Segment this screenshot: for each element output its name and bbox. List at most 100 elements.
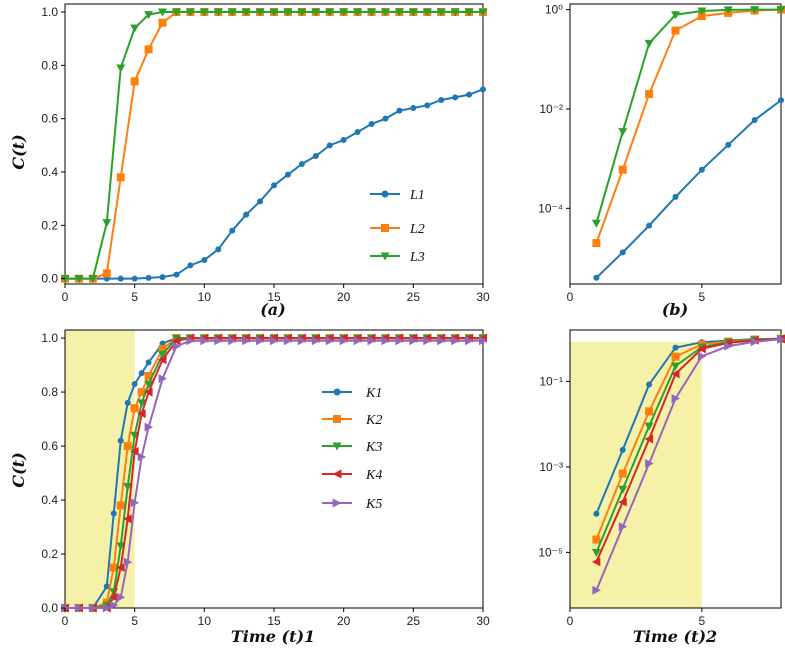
data-point-k5 xyxy=(137,452,147,462)
data-point-k1 xyxy=(145,359,152,366)
series-line-l2 xyxy=(65,11,483,280)
y-tick-label: 0.4 xyxy=(41,493,58,507)
data-point-k2 xyxy=(144,371,153,380)
data-point-k5 xyxy=(479,336,488,346)
data-point-k5 xyxy=(123,557,133,567)
data-point-k4 xyxy=(123,514,132,524)
data-point-l1 xyxy=(698,166,705,173)
x-tick-label: 5 xyxy=(699,290,706,304)
data-point-k1 xyxy=(131,380,138,387)
data-point-k3 xyxy=(137,399,147,408)
data-point-l1 xyxy=(201,257,208,263)
data-point-l3 xyxy=(269,8,279,17)
x-tick-label: 0 xyxy=(62,614,69,628)
panel-d-xlabel: Time (t)2 xyxy=(633,627,717,646)
data-point-l3 xyxy=(776,6,785,15)
data-point-k1 xyxy=(593,510,600,517)
data-point-k5 xyxy=(592,585,601,595)
data-point-k5 xyxy=(697,351,707,361)
data-point-l1 xyxy=(410,105,417,111)
data-point-l3 xyxy=(367,8,377,17)
data-point-k2 xyxy=(130,404,139,413)
data-point-l3 xyxy=(380,8,390,17)
data-point-k2 xyxy=(671,352,680,361)
data-point-l2 xyxy=(158,18,167,27)
data-point-k5 xyxy=(353,336,363,346)
y-tick-label: 0.2 xyxy=(41,218,58,232)
legend-label-k5: K5 xyxy=(365,497,382,512)
data-point-k5 xyxy=(200,336,209,346)
data-point-l3 xyxy=(311,8,321,17)
data-point-k2 xyxy=(618,469,627,478)
legend-label-l2: L2 xyxy=(409,222,425,237)
panel-a-ticks: 0 5 10 15 20 25 30 0.0 0.2 0.4 0.6 0.8 1.0 xyxy=(41,5,490,304)
data-point-l3 xyxy=(697,7,707,16)
y-tick-label: 10⁻⁴ xyxy=(538,201,563,215)
data-point-l2 xyxy=(697,12,706,21)
legend-label-k1: K1 xyxy=(365,386,382,401)
data-point-l3 xyxy=(241,8,251,17)
data-point-k4 xyxy=(591,557,601,567)
data-point-l1 xyxy=(646,222,653,229)
data-point-l1 xyxy=(751,117,758,124)
panel-a-plot-area xyxy=(60,8,488,284)
panel-a: 0 5 10 15 20 25 300.00.20.40.60.81.0 C(t) (a) … xyxy=(9,3,490,319)
data-point-k2 xyxy=(116,501,125,510)
series-line-k5 xyxy=(595,338,782,591)
x-tick-label: 25 xyxy=(407,614,421,628)
data-point-k3 xyxy=(123,483,133,492)
data-point-l3 xyxy=(171,8,181,17)
data-point-k4 xyxy=(158,355,167,365)
data-point-k4 xyxy=(137,409,146,419)
x-tick-label: 5 xyxy=(131,290,138,304)
data-point-k5 xyxy=(777,334,785,344)
data-point-k5 xyxy=(116,592,126,602)
data-point-l3 xyxy=(144,11,154,20)
panel-b-frame xyxy=(569,3,782,285)
legend-marker-l1 xyxy=(381,190,389,198)
panel-c-plot-area xyxy=(60,333,488,613)
series-line-k4 xyxy=(65,337,483,609)
data-point-k4 xyxy=(618,497,627,507)
panel-a-legend: L1 L2 L3 xyxy=(370,188,425,265)
data-point-l1 xyxy=(438,97,445,103)
data-point-l3 xyxy=(213,8,223,17)
data-point-l2 xyxy=(618,165,627,174)
series-line-l1 xyxy=(595,99,782,279)
legend-marker-l2 xyxy=(381,224,389,232)
data-point-l3 xyxy=(227,8,237,17)
data-point-k3 xyxy=(671,362,680,371)
data-point-l1 xyxy=(480,86,486,93)
data-point-k5 xyxy=(409,336,418,346)
x-tick-label: 15 xyxy=(267,290,281,304)
data-point-k4 xyxy=(109,592,118,602)
data-point-l1 xyxy=(131,275,138,282)
series-line-k5 xyxy=(65,339,483,609)
data-point-l1 xyxy=(778,97,784,104)
data-point-k5 xyxy=(724,341,733,351)
data-point-l3 xyxy=(671,11,680,20)
data-point-l3 xyxy=(74,275,84,284)
y-tick-label: 10⁻³ xyxy=(539,460,563,474)
data-point-k5 xyxy=(671,393,680,403)
data-point-k2 xyxy=(592,535,601,544)
data-point-l1 xyxy=(117,275,124,282)
data-point-l1 xyxy=(298,161,305,167)
data-point-k1 xyxy=(619,446,626,453)
data-point-l2 xyxy=(592,239,601,248)
y-tick-label: 10⁻¹ xyxy=(539,374,563,388)
panel-c-xlabel: Time (t)1 xyxy=(231,627,315,646)
data-point-l3 xyxy=(464,8,474,17)
data-point-l3 xyxy=(255,8,265,17)
panel-d-frame xyxy=(569,329,782,609)
data-point-l1 xyxy=(452,94,459,101)
data-point-k4 xyxy=(644,434,654,444)
data-point-l3 xyxy=(283,8,293,17)
panel-c: 0 5 10 15 20 25 30 0.0 0.2 0.4 0.6 0.8 1.0 C(t) Time… xyxy=(9,329,490,646)
data-point-k5 xyxy=(186,336,195,346)
data-point-l1 xyxy=(215,246,222,253)
data-point-l1 xyxy=(354,129,361,135)
legend-marker-l3 xyxy=(380,252,390,261)
x-tick-label: 20 xyxy=(337,614,351,628)
panel-d-ticks: 0 5 10⁻¹ 10⁻³ 10⁻⁵ xyxy=(538,374,705,628)
